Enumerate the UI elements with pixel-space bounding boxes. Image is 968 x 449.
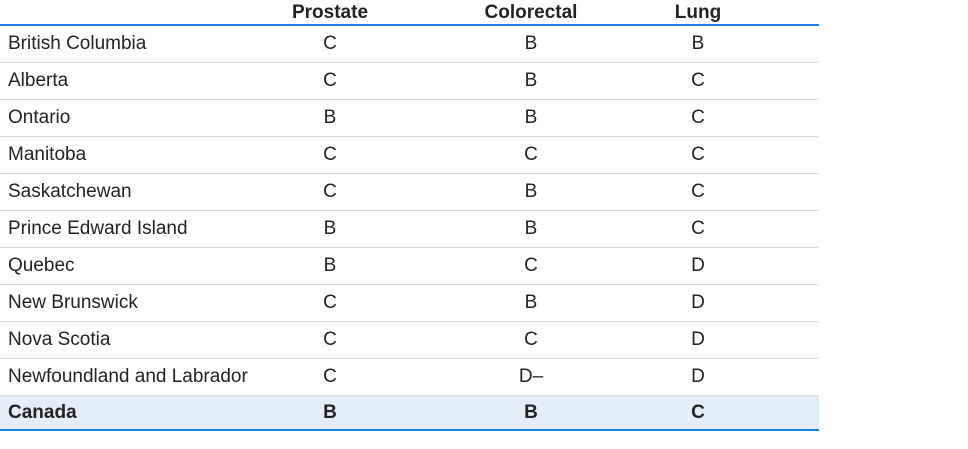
grade-cell-prostate: B [323,401,337,423]
table-row: Alberta C B C [0,62,819,99]
region-column-header [0,0,230,25]
column-header-colorectal: Colorectal [484,1,578,23]
grade-cell-colorectal: B [524,70,538,91]
grade-cell-colorectal: B [524,33,538,55]
table-row: Nova Scotia C C D [0,321,819,358]
spacer-cell [764,284,819,321]
grade-cell-prostate: C [323,144,337,165]
table-row-canada-total: Canada B B C [0,395,819,430]
region-label: Prince Edward Island [8,218,188,239]
grade-cell-colorectal: C [524,255,538,276]
spacer-cell [764,321,819,358]
region-label: Nova Scotia [8,329,111,350]
grade-cell-colorectal: B [524,292,538,313]
table-row: Prince Edward Island B B C [0,210,819,247]
grade-cell-lung: D [691,366,705,387]
spacer-cell [764,395,819,430]
table-row: Ontario B B C [0,99,819,136]
region-label: Ontario [8,107,71,128]
spacer-cell [764,210,819,247]
region-label: New Brunswick [8,292,138,313]
spacer-cell [764,173,819,210]
grade-cell-lung: C [691,181,705,202]
region-label: Newfoundland and Labrador [8,366,248,387]
spacer-cell [764,25,819,62]
grade-cell-prostate: C [323,33,337,55]
table-row: British Columbia C B B [0,25,819,62]
region-label: British Columbia [8,33,147,55]
grade-cell-colorectal: D– [518,366,544,387]
table-row: Quebec B C D [0,247,819,284]
table-row: Saskatchewan C B C [0,173,819,210]
cancer-survival-grade-table: Prostate Colorectal Lung British Columbi… [0,0,819,430]
spacer-cell [764,247,819,284]
grade-cell-prostate: C [323,292,337,313]
grade-cell-prostate: C [323,181,337,202]
region-label: Canada [8,401,77,423]
grade-cell-colorectal: B [524,401,538,423]
region-label: Saskatchewan [8,181,132,202]
grade-cell-lung: D [691,329,705,350]
header-row: Prostate Colorectal Lung [0,0,819,25]
column-header-lung: Lung [674,1,722,23]
column-header-prostate: Prostate [291,1,369,23]
grade-cell-lung: C [691,401,705,423]
table-row: New Brunswick C B D [0,284,819,321]
grade-cell-lung: D [691,292,705,313]
grade-cell-prostate: B [323,218,337,239]
spacer-cell [764,358,819,395]
table-row: Newfoundland and Labrador C D– D [0,358,819,395]
spacer-cell [764,0,819,25]
spacer-cell [764,136,819,173]
grade-cell-lung: D [691,255,705,276]
grade-cell-prostate: C [323,70,337,91]
grade-cell-prostate: B [323,255,337,276]
grade-cell-prostate: C [323,366,337,387]
grade-cell-colorectal: B [524,218,538,239]
grade-cell-lung: C [691,70,705,91]
region-label: Alberta [8,70,69,91]
table-row: Manitoba C C C [0,136,819,173]
grade-cell-colorectal: B [524,181,538,202]
grade-cell-lung: B [691,33,705,55]
grade-cell-lung: C [691,107,705,128]
grade-cell-prostate: C [323,329,337,350]
grade-cell-prostate: B [323,107,337,128]
grade-cell-colorectal: C [524,144,538,165]
grade-cell-colorectal: B [524,107,538,128]
grade-cell-colorectal: C [524,329,538,350]
grade-cell-lung: C [691,218,705,239]
region-label: Quebec [8,255,75,276]
region-label: Manitoba [8,144,87,165]
grade-cell-lung: C [691,144,705,165]
spacer-cell [764,62,819,99]
spacer-cell [764,99,819,136]
